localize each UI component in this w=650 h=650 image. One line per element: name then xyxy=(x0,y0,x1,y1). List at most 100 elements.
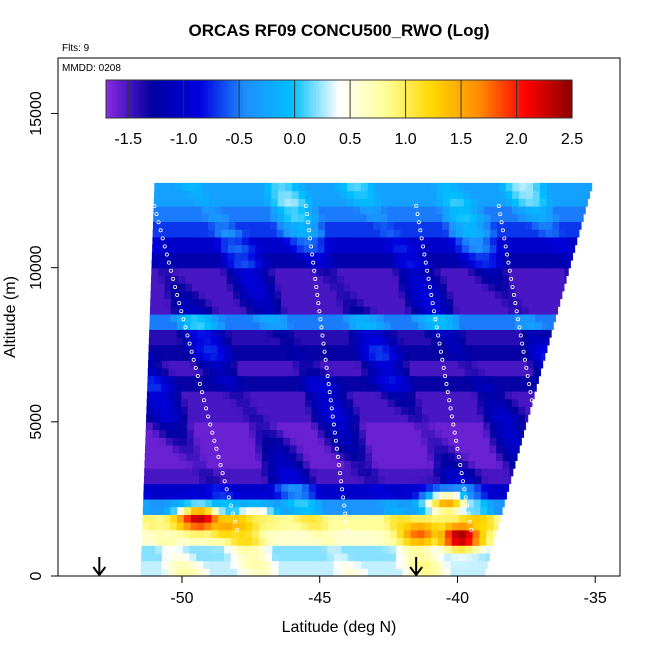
heatmap-cell xyxy=(165,452,173,461)
heatmap-cell xyxy=(304,229,312,238)
heatmap-cell xyxy=(324,236,333,246)
heatmap-cell xyxy=(212,298,220,307)
heatmap-cell xyxy=(295,275,304,284)
heatmap-cell xyxy=(234,444,243,454)
heatmap-cell xyxy=(439,290,448,300)
heatmap-cell xyxy=(509,460,516,469)
heatmap-cell xyxy=(373,406,382,415)
heatmap-cell xyxy=(372,244,381,253)
heatmap-cell xyxy=(264,375,273,384)
heatmap-cell xyxy=(186,444,194,454)
heatmap-cell xyxy=(351,460,359,469)
heatmap-cell xyxy=(532,190,541,199)
heatmap-cell xyxy=(167,383,176,392)
colorbar-swatch xyxy=(461,80,465,118)
heatmap-cell xyxy=(377,298,385,307)
heatmap-cell xyxy=(262,252,270,261)
heatmap-cell xyxy=(471,560,479,569)
heatmap-cell xyxy=(159,244,167,253)
heatmap-cell xyxy=(168,560,176,569)
heatmap-cell xyxy=(179,437,188,446)
heatmap-cell xyxy=(488,483,496,492)
colorbar-swatch xyxy=(531,80,535,118)
heatmap-cell xyxy=(509,252,518,261)
heatmap-cell xyxy=(390,506,399,515)
heatmap-cell xyxy=(336,483,344,492)
heatmap-cell xyxy=(389,552,397,562)
colorbar-swatch xyxy=(435,80,439,118)
heatmap-cell xyxy=(379,229,388,238)
heatmap-cell xyxy=(305,398,313,408)
colorbar-swatch xyxy=(560,80,564,118)
heatmap-cell xyxy=(364,275,373,284)
colorbar-swatch xyxy=(507,80,512,118)
heatmap-cell xyxy=(355,537,363,546)
heatmap-cell xyxy=(428,414,436,423)
heatmap-cell xyxy=(210,337,219,346)
heatmap-cell xyxy=(385,275,393,284)
heatmap-cell xyxy=(402,375,410,384)
heatmap-cell xyxy=(223,552,232,562)
heatmap-cell xyxy=(244,344,253,354)
heatmap-cell xyxy=(476,229,484,238)
track-marker xyxy=(334,446,339,451)
heatmap-cell xyxy=(457,182,465,192)
heatmap-cell xyxy=(464,383,472,392)
heatmap-cell xyxy=(224,545,232,554)
heatmap-cell xyxy=(545,213,554,223)
heatmap-cell xyxy=(444,552,452,562)
heatmap-cell xyxy=(140,568,149,577)
heatmap-cell xyxy=(300,529,308,539)
heatmap-cell xyxy=(319,182,328,192)
colorbar-swatch xyxy=(111,80,116,118)
heatmap-cell xyxy=(424,537,432,546)
track-marker xyxy=(425,268,430,273)
heatmap-cell xyxy=(203,537,212,546)
heatmap-cell xyxy=(294,498,303,508)
heatmap-cell xyxy=(413,252,422,261)
heatmap-cell xyxy=(357,468,366,477)
heatmap-cell xyxy=(213,460,221,469)
heatmap-cell xyxy=(191,483,200,492)
heatmap-cell xyxy=(366,414,374,423)
heatmap-cell xyxy=(208,398,217,408)
track-marker xyxy=(499,220,504,225)
heatmap-cell xyxy=(488,283,496,292)
heatmap-cell xyxy=(247,475,255,485)
heatmap-cell xyxy=(316,460,325,469)
heatmap-cell xyxy=(169,537,177,546)
colorbar-swatch xyxy=(248,80,253,118)
heatmap-cell xyxy=(414,236,422,246)
track-marker xyxy=(306,220,311,225)
track-marker xyxy=(327,390,332,395)
heatmap-cell xyxy=(316,468,324,477)
heatmap-cell xyxy=(486,522,495,531)
heatmap-cell xyxy=(195,391,203,400)
heatmap-cell xyxy=(468,444,477,454)
heatmap-cell xyxy=(201,198,210,207)
heatmap-cell xyxy=(372,452,380,461)
track-marker xyxy=(195,373,200,378)
heatmap-cell xyxy=(548,321,554,330)
heatmap-cell xyxy=(281,468,290,477)
heatmap-cell xyxy=(163,313,171,323)
heatmap-cell xyxy=(475,259,483,269)
heatmap-cell xyxy=(319,367,328,377)
heatmap-cell xyxy=(212,283,221,292)
heatmap-cell xyxy=(350,483,358,492)
track-marker xyxy=(463,495,468,500)
heatmap-cell xyxy=(220,259,228,269)
heatmap-cell xyxy=(488,267,497,276)
heatmap-cell xyxy=(438,337,446,346)
heatmap-cell xyxy=(306,545,315,554)
heatmap-cell xyxy=(539,206,547,215)
heatmap-cell xyxy=(403,545,411,554)
heatmap-cell xyxy=(483,421,491,431)
heatmap-cell xyxy=(373,398,382,408)
heatmap-cell xyxy=(321,522,329,531)
heatmap-cell xyxy=(192,460,201,469)
heatmap-cell xyxy=(346,190,355,199)
heatmap-cell xyxy=(202,182,211,192)
heatmap-cell xyxy=(316,452,325,461)
heatmap-cell xyxy=(318,421,326,431)
